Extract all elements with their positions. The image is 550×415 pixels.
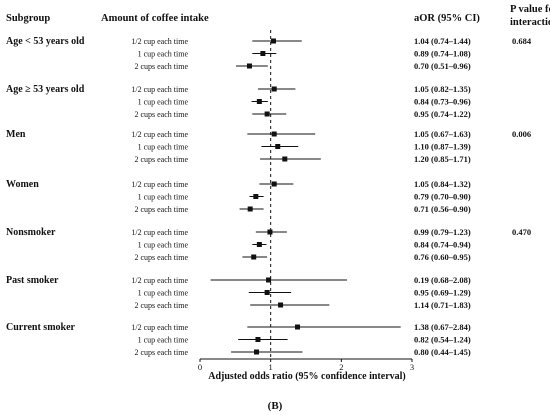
point-estimate: [278, 302, 284, 308]
estimate-label: 0.95 (0.69–1.29): [414, 288, 471, 298]
point-estimate: [264, 290, 270, 295]
estimate-label: 1.05 (0.84–1.32): [414, 179, 471, 189]
point-estimate: [266, 277, 272, 283]
header-pvalue-line2: interaction: [510, 17, 550, 28]
header-subgroup: Subgroup: [6, 13, 50, 24]
x-tick-label: 2: [339, 362, 343, 372]
row-labels: 1/2 cup each time 1 cup each time 2 cups e…: [131, 37, 188, 357]
row-level-label: 1 cup each time: [138, 289, 189, 298]
estimate-label: 1.05 (0.82–1.35): [414, 84, 471, 94]
group-label: Age ≥ 53 years old: [6, 84, 85, 95]
point-estimate: [271, 86, 277, 92]
group-label: Past smoker: [6, 275, 59, 286]
row-level-label: 2 cups each time: [134, 348, 188, 357]
estimate-label: 0.19 (0.68–2.08): [414, 275, 471, 285]
row-level-label: 1/2 cup each time: [131, 323, 188, 332]
group-label: Women: [6, 179, 39, 190]
row-level-label: 1 cup each time: [138, 241, 189, 250]
estimate-labels: 1.04 (0.74–1.44) 0.89 (0.74–1.08) 0.70 (0.…: [414, 36, 471, 357]
point-estimate: [247, 206, 253, 212]
estimate-label: 1.38 (0.67–2.84): [414, 322, 471, 332]
x-axis: 0 1 2 3: [198, 358, 414, 372]
estimate-label: 0.95 (0.74–1.22): [414, 109, 471, 119]
group-label: Current smoker: [6, 322, 76, 333]
point-estimate: [271, 181, 277, 187]
header-aor: aOR (95% CI): [414, 13, 480, 24]
x-tick-label: 3: [410, 362, 414, 372]
pvalue-label: 0.006: [512, 129, 531, 139]
row-level-label: 1/2 cup each time: [131, 37, 188, 46]
pvalue-labels: 0.684 0.006 0.470: [512, 36, 532, 237]
point-estimate: [260, 51, 266, 56]
row-level-label: 1/2 cup each time: [131, 130, 188, 139]
row-level-label: 1 cup each time: [138, 336, 189, 345]
estimate-label: 0.84 (0.73–0.96): [414, 97, 471, 107]
x-tick-label: 1: [269, 362, 273, 372]
estimate-label: 0.70 (0.51–0.96): [414, 61, 471, 71]
point-estimate: [246, 63, 252, 69]
header-pvalue-line1: P value for: [510, 4, 550, 15]
point-estimate: [256, 242, 262, 247]
estimate-label: 0.99 (0.79–1.23): [414, 227, 471, 237]
estimate-label: 0.79 (0.70–0.90): [414, 192, 471, 202]
point-estimate: [255, 337, 261, 342]
point-estimate: [295, 324, 301, 330]
x-axis-label: Adjusted odds ratio (95% confidence inte…: [208, 371, 406, 382]
estimate-label: 1.10 (0.87–1.39): [414, 142, 471, 152]
point-estimate: [275, 144, 281, 149]
estimate-label: 0.80 (0.44–1.45): [414, 347, 471, 357]
row-level-label: 1/2 cup each time: [131, 85, 188, 94]
estimate-label: 0.82 (0.54–1.24): [414, 335, 471, 345]
estimate-label: 0.71 (0.56–0.90): [414, 204, 471, 214]
row-level-label: 1 cup each time: [138, 193, 189, 202]
point-estimate: [282, 156, 288, 162]
estimate-label: 0.89 (0.74–1.08): [414, 49, 471, 59]
row-level-label: 2 cups each time: [134, 205, 188, 214]
estimate-label: 1.14 (0.71–1.83): [414, 300, 471, 310]
row-level-label: 2 cups each time: [134, 253, 188, 262]
point-estimate: [264, 111, 270, 117]
group-label: Nonsmoker: [6, 227, 56, 238]
pvalue-label: 0.684: [512, 36, 532, 46]
estimate-label: 1.20 (0.85–1.71): [414, 154, 471, 164]
point-estimate: [254, 349, 260, 355]
group-label: Age < 53 years old: [6, 36, 85, 47]
row-level-label: 1/2 cup each time: [131, 228, 188, 237]
ci-marks: [210, 38, 401, 355]
row-level-label: 1/2 cup each time: [131, 276, 188, 285]
panel-label: (B): [268, 400, 283, 412]
point-estimate: [270, 38, 276, 44]
header-coffee-intake: Amount of coffee intake: [101, 13, 209, 24]
point-estimate: [251, 254, 257, 260]
point-estimate: [253, 194, 259, 199]
row-level-label: 1 cup each time: [138, 50, 189, 59]
group-label: Men: [6, 129, 26, 140]
point-estimate: [271, 131, 277, 137]
row-level-label: 1/2 cup each time: [131, 180, 188, 189]
point-estimate: [267, 229, 273, 235]
row-level-label: 2 cups each time: [134, 301, 188, 310]
row-level-label: 1 cup each time: [138, 98, 189, 107]
row-level-label: 1 cup each time: [138, 143, 189, 152]
row-level-label: 2 cups each time: [134, 110, 188, 119]
pvalue-label: 0.470: [512, 227, 531, 237]
row-level-label: 2 cups each time: [134, 62, 188, 71]
estimate-label: 0.76 (0.60–0.95): [414, 252, 471, 262]
estimate-label: 0.84 (0.74–0.94): [414, 240, 471, 250]
group-labels: Age < 53 years old Age ≥ 53 years old Men W…: [6, 36, 85, 333]
row-level-label: 2 cups each time: [134, 155, 188, 164]
point-estimate: [256, 99, 262, 104]
estimate-label: 1.04 (0.74–1.44): [414, 36, 471, 46]
x-tick-label: 0: [198, 362, 202, 372]
estimate-label: 1.05 (0.67–1.63): [414, 129, 471, 139]
